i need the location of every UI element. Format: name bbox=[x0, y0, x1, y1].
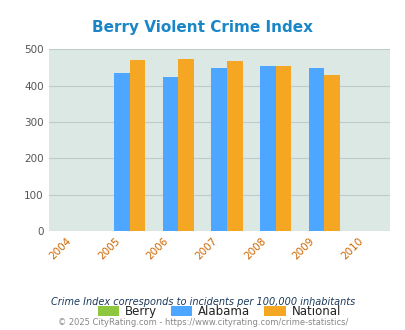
Text: Crime Index corresponds to incidents per 100,000 inhabitants: Crime Index corresponds to incidents per… bbox=[51, 297, 354, 307]
Text: © 2025 CityRating.com - https://www.cityrating.com/crime-statistics/: © 2025 CityRating.com - https://www.city… bbox=[58, 318, 347, 327]
Bar bbox=[226, 61, 242, 231]
Legend: Berry, Alabama, National: Berry, Alabama, National bbox=[93, 300, 345, 323]
Bar bbox=[162, 77, 178, 231]
Bar bbox=[308, 68, 324, 231]
Bar bbox=[324, 75, 339, 231]
Bar bbox=[178, 59, 194, 231]
Bar bbox=[114, 73, 129, 231]
Bar bbox=[260, 66, 275, 231]
Bar bbox=[211, 68, 226, 231]
Bar bbox=[129, 60, 145, 231]
Text: Berry Violent Crime Index: Berry Violent Crime Index bbox=[92, 20, 313, 35]
Bar bbox=[275, 66, 291, 231]
